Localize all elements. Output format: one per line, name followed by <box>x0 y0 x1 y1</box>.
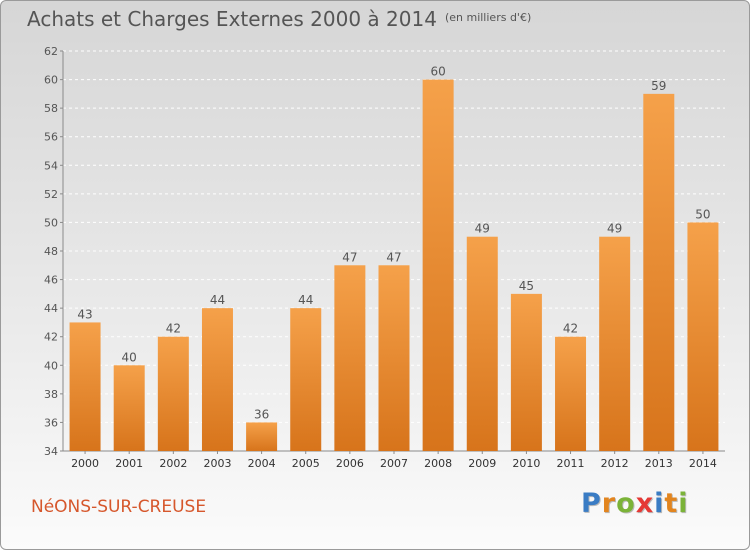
data-label: 45 <box>519 279 534 293</box>
title-unit: (en milliers d'€) <box>444 11 532 24</box>
x-tick-label: 2010 <box>512 457 540 470</box>
data-label: 42 <box>166 322 181 336</box>
y-tick-labels: 34 36 38 40 42 44 46 48 50 52 54 56 58 60 62 <box>44 45 58 458</box>
data-labels: 43 40 42 44 36 44 47 47 60 49 45 42 49 59 50 <box>77 65 710 422</box>
bar <box>687 222 719 451</box>
y-tick-label: 62 <box>44 45 58 58</box>
x-tick-label: 2000 <box>71 457 99 470</box>
data-label: 60 <box>430 65 445 79</box>
bar <box>555 336 587 451</box>
bars <box>69 79 719 452</box>
x-tick-label: 2003 <box>203 457 231 470</box>
bar <box>643 93 675 451</box>
x-tick-label: 2008 <box>424 457 452 470</box>
data-label: 42 <box>563 322 578 336</box>
data-label: 59 <box>651 79 666 93</box>
data-label: 50 <box>695 207 710 221</box>
bar <box>290 308 322 451</box>
y-tick-label: 52 <box>44 188 58 201</box>
bar <box>599 236 631 451</box>
y-tick-label: 34 <box>44 445 58 458</box>
bar <box>201 308 233 451</box>
y-tick-label: 36 <box>44 416 58 429</box>
y-tick-label: 60 <box>44 74 58 87</box>
bar <box>69 322 101 451</box>
chart-title: Achats et Charges Externes 2000 à 2014 (e… <box>27 7 531 31</box>
x-tick-label: 2007 <box>380 457 408 470</box>
data-label: 40 <box>122 350 137 364</box>
data-label: 44 <box>210 293 225 307</box>
y-tick-label: 56 <box>44 131 58 144</box>
data-label: 49 <box>607 222 622 236</box>
y-tick-label: 38 <box>44 388 58 401</box>
logo-letter: o <box>616 488 636 519</box>
x-tick-label: 2006 <box>336 457 364 470</box>
x-tick-label: 2002 <box>159 457 187 470</box>
y-tick-label: 46 <box>44 274 58 287</box>
x-tick-label: 2005 <box>292 457 320 470</box>
bar <box>510 293 542 451</box>
y-tick-label: 54 <box>44 159 58 172</box>
data-label: 36 <box>254 407 269 421</box>
x-tick-label: 2001 <box>115 457 143 470</box>
bar <box>378 265 410 451</box>
logo-letter: i <box>678 488 689 519</box>
x-tick-label: 2012 <box>601 457 629 470</box>
y-tick-label: 58 <box>44 102 58 115</box>
data-label: 47 <box>386 250 401 264</box>
data-label: 49 <box>475 222 490 236</box>
x-tick-label: 2009 <box>468 457 496 470</box>
x-tick-label: 2011 <box>557 457 585 470</box>
y-tick-label: 42 <box>44 331 58 344</box>
bar <box>334 265 366 451</box>
proxiti-logo: Proxiti <box>581 488 689 519</box>
x-tick-label: 2014 <box>689 457 717 470</box>
commune-name: NéONS-SUR-CREUSE <box>31 497 207 517</box>
bar <box>157 336 189 451</box>
x-tick-label: 2004 <box>248 457 276 470</box>
title-text: Achats et Charges Externes 2000 à 2014 <box>27 7 437 31</box>
y-tick-label: 48 <box>44 245 58 258</box>
bar <box>466 236 498 451</box>
data-label: 47 <box>342 250 357 264</box>
logo-letter: i <box>654 488 665 519</box>
data-label: 43 <box>77 307 92 321</box>
logo-letter: P <box>581 488 602 519</box>
y-tick-label: 44 <box>44 302 58 315</box>
bar <box>246 422 278 451</box>
x-tick-labels: 2000 2001 2002 2003 2004 2005 2006 2007 2008 2009… <box>71 457 717 470</box>
y-tick-label: 50 <box>44 216 58 229</box>
bar <box>113 365 145 451</box>
bar <box>422 79 454 452</box>
y-tick-label: 40 <box>44 359 58 372</box>
data-label: 44 <box>298 293 313 307</box>
logo-letter: x <box>635 488 655 519</box>
x-tick-label: 2013 <box>645 457 673 470</box>
logo-letter: r <box>601 488 617 519</box>
logo-letter: t <box>664 488 679 519</box>
